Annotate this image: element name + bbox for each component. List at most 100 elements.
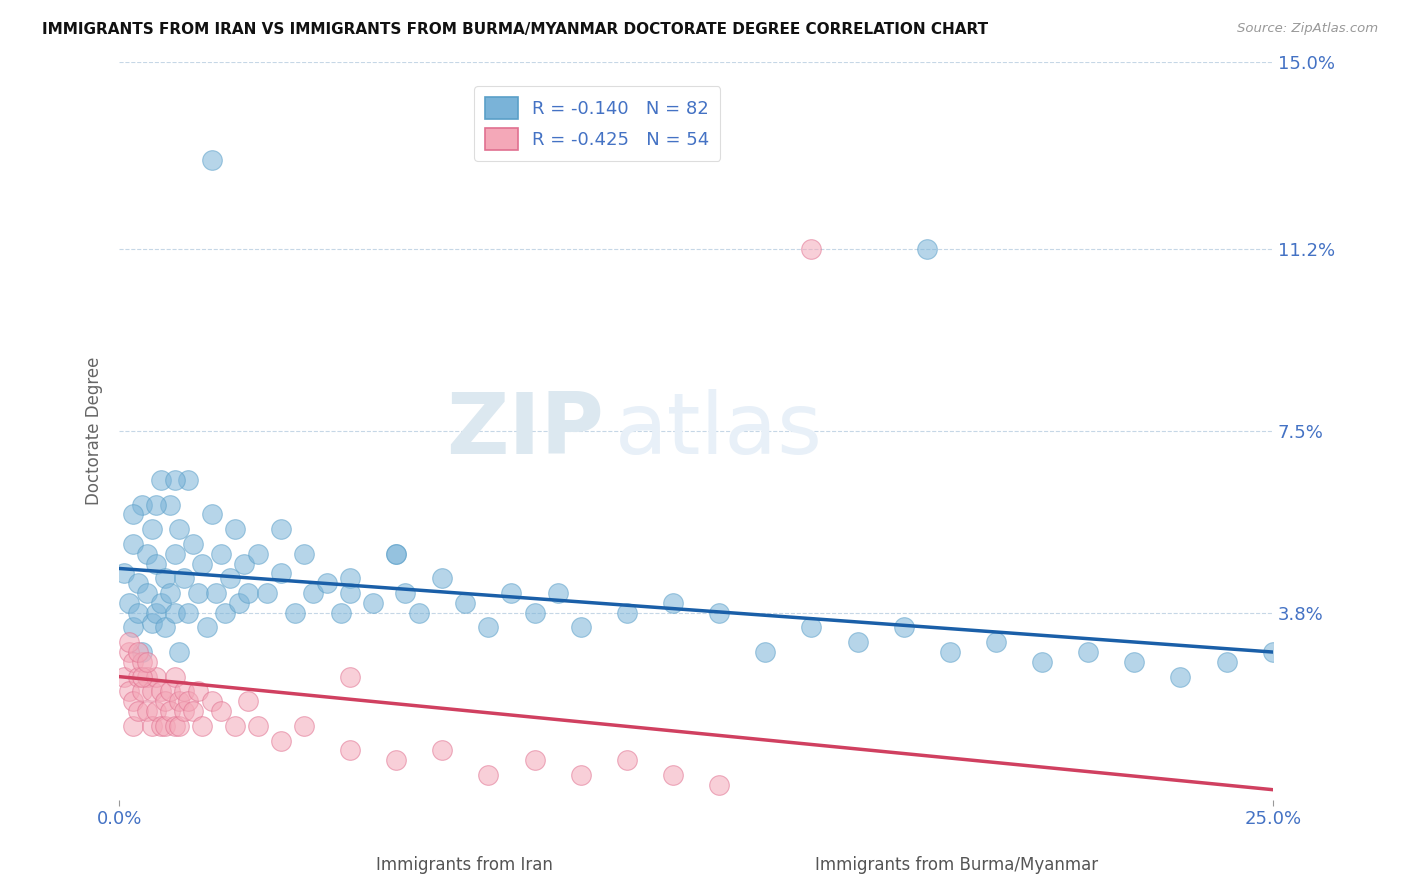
Point xyxy=(707,778,730,792)
Point xyxy=(569,620,592,634)
Point xyxy=(195,620,218,634)
Point xyxy=(1215,655,1237,669)
Point xyxy=(117,684,139,698)
Point xyxy=(149,596,172,610)
Text: atlas: atlas xyxy=(616,389,824,473)
Point xyxy=(191,719,214,733)
Point xyxy=(219,571,242,585)
Point xyxy=(339,571,361,585)
Point xyxy=(173,704,195,718)
Point xyxy=(145,670,167,684)
Point xyxy=(122,620,145,634)
Point xyxy=(163,670,186,684)
Point xyxy=(117,596,139,610)
Point xyxy=(616,753,638,767)
Point xyxy=(163,547,186,561)
Point xyxy=(232,557,254,571)
Point xyxy=(177,473,200,487)
Point xyxy=(984,635,1007,649)
Point xyxy=(112,670,135,684)
Point xyxy=(117,645,139,659)
Point xyxy=(187,684,209,698)
Point xyxy=(893,620,915,634)
Text: IMMIGRANTS FROM IRAN VS IMMIGRANTS FROM BURMA/MYANMAR DOCTORATE DEGREE CORRELATI: IMMIGRANTS FROM IRAN VS IMMIGRANTS FROM … xyxy=(42,22,988,37)
Point xyxy=(159,704,181,718)
Point xyxy=(177,606,200,620)
Point xyxy=(238,586,260,600)
Point xyxy=(302,586,325,600)
Point xyxy=(477,620,499,634)
Point xyxy=(1170,670,1192,684)
Point xyxy=(209,547,232,561)
Point xyxy=(270,522,292,536)
Point xyxy=(339,586,361,600)
Point xyxy=(662,768,685,782)
Point xyxy=(159,586,181,600)
Point xyxy=(256,586,278,600)
Point xyxy=(523,753,546,767)
Point xyxy=(284,606,307,620)
Point xyxy=(127,645,149,659)
Point xyxy=(361,596,384,610)
Legend: R = -0.140   N = 82, R = -0.425   N = 54: R = -0.140 N = 82, R = -0.425 N = 54 xyxy=(474,86,720,161)
Point xyxy=(394,586,416,600)
Point xyxy=(292,719,315,733)
Point xyxy=(1123,655,1146,669)
Point xyxy=(246,547,269,561)
Point xyxy=(800,620,823,634)
Point xyxy=(131,655,153,669)
Text: Immigrants from Burma/Myanmar: Immigrants from Burma/Myanmar xyxy=(814,855,1098,873)
Point xyxy=(224,522,246,536)
Point xyxy=(131,645,153,659)
Point xyxy=(136,670,159,684)
Point xyxy=(127,606,149,620)
Point xyxy=(163,606,186,620)
Point xyxy=(200,694,222,708)
Point xyxy=(122,719,145,733)
Text: Immigrants from Iran: Immigrants from Iran xyxy=(375,855,553,873)
Point xyxy=(141,522,163,536)
Point xyxy=(155,620,177,634)
Point xyxy=(1031,655,1053,669)
Point xyxy=(155,694,177,708)
Point xyxy=(270,566,292,581)
Point xyxy=(214,606,236,620)
Point xyxy=(385,753,408,767)
Point xyxy=(205,586,228,600)
Point xyxy=(329,606,352,620)
Point xyxy=(149,719,172,733)
Point xyxy=(155,719,177,733)
Point xyxy=(155,571,177,585)
Point xyxy=(339,743,361,757)
Point xyxy=(122,655,145,669)
Point xyxy=(122,508,145,522)
Point xyxy=(408,606,430,620)
Point xyxy=(181,704,204,718)
Point xyxy=(163,719,186,733)
Point xyxy=(385,547,408,561)
Point xyxy=(547,586,569,600)
Text: ZIP: ZIP xyxy=(446,389,603,473)
Point xyxy=(246,719,269,733)
Point xyxy=(316,576,339,591)
Point xyxy=(127,704,149,718)
Point xyxy=(200,153,222,168)
Point xyxy=(145,498,167,512)
Point xyxy=(238,694,260,708)
Point xyxy=(122,694,145,708)
Point xyxy=(136,547,159,561)
Point xyxy=(167,522,190,536)
Point xyxy=(209,704,232,718)
Point xyxy=(141,684,163,698)
Point xyxy=(385,547,408,561)
Point xyxy=(292,547,315,561)
Point xyxy=(141,719,163,733)
Point xyxy=(149,473,172,487)
Point xyxy=(173,571,195,585)
Text: Source: ZipAtlas.com: Source: ZipAtlas.com xyxy=(1237,22,1378,36)
Point xyxy=(915,242,938,256)
Point xyxy=(187,586,209,600)
Point xyxy=(339,670,361,684)
Point xyxy=(454,596,477,610)
Point xyxy=(1077,645,1099,659)
